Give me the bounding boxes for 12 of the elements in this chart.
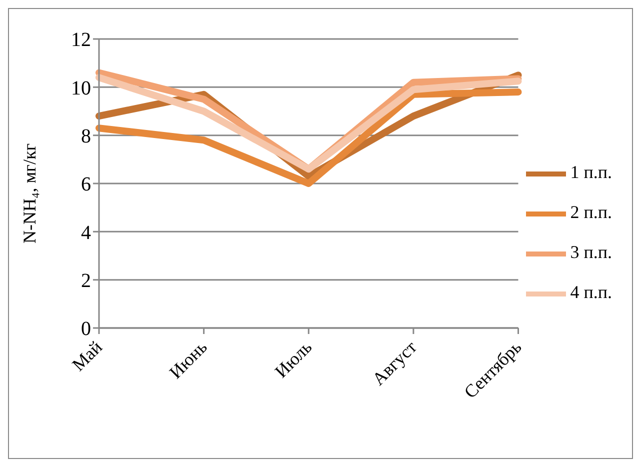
- legend-label: 2 п.п.: [570, 202, 612, 222]
- legend-label: 1 п.п.: [570, 162, 612, 182]
- legend-label: 4 п.п.: [570, 282, 612, 302]
- y-tick-label: 2: [81, 270, 91, 292]
- legend-label: 3 п.п.: [570, 242, 612, 262]
- y-axis-title: N-NH₄, мг/кг: [19, 143, 40, 244]
- y-tick-label: 0: [81, 318, 91, 340]
- y-tick-label: 4: [81, 222, 91, 244]
- y-tick-label: 6: [81, 174, 91, 196]
- y-tick-label: 12: [71, 29, 91, 52]
- y-tick-label: 10: [71, 77, 91, 100]
- y-tick-label: 8: [81, 125, 91, 148]
